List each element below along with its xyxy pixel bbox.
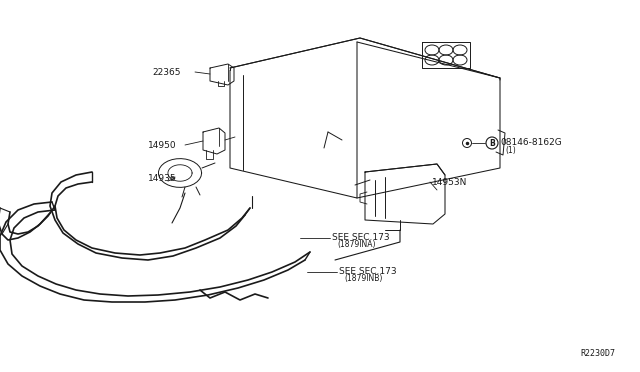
- Text: (1879INB): (1879INB): [344, 273, 382, 282]
- Text: 14950: 14950: [148, 141, 177, 150]
- Text: 14935: 14935: [148, 173, 177, 183]
- Text: (1): (1): [505, 145, 516, 154]
- Text: SEE SEC.173: SEE SEC.173: [339, 266, 397, 276]
- Text: B: B: [489, 139, 495, 148]
- Text: 08146-8162G: 08146-8162G: [500, 138, 562, 147]
- Text: (1879INA): (1879INA): [337, 240, 376, 248]
- Text: 22365: 22365: [152, 67, 180, 77]
- Text: R2230D7: R2230D7: [580, 349, 615, 358]
- Text: 14953N: 14953N: [432, 177, 467, 186]
- Text: SEE SEC.173: SEE SEC.173: [332, 232, 390, 241]
